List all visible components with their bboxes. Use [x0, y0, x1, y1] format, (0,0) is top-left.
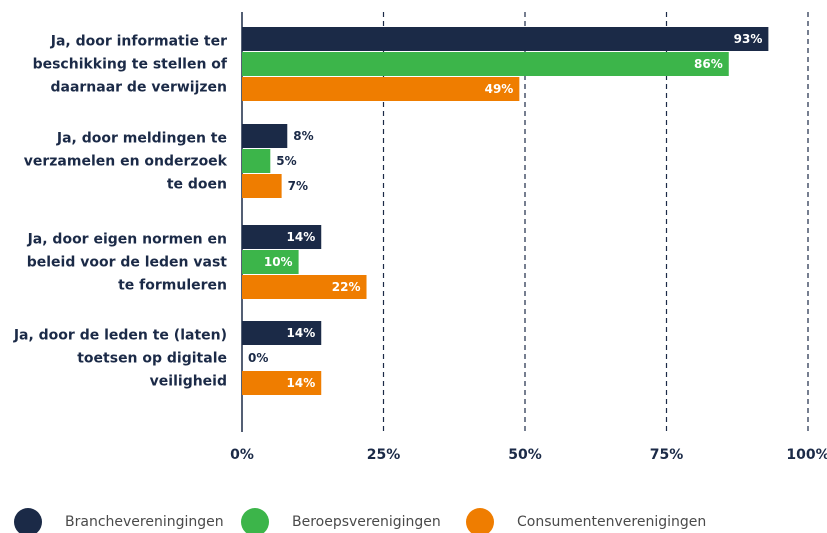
value-label: 5% — [276, 154, 296, 168]
value-label: 14% — [287, 326, 316, 340]
bar — [242, 27, 769, 51]
legend-label: Branchevereningingen — [65, 514, 224, 530]
category-label: Ja, door de leden te (laten) toetsen op … — [13, 327, 227, 389]
legend-label: Consumentenverenigingen — [517, 514, 706, 530]
category-label: Ja, door eigen normen en beleid voor de … — [26, 231, 227, 293]
bar — [242, 371, 322, 395]
category-label: Ja, door meldingen te verzamelen en onde… — [23, 130, 227, 192]
value-label: 0% — [248, 351, 268, 365]
value-label: 10% — [264, 255, 293, 269]
x-tick-label: 50% — [508, 447, 542, 463]
legend-swatch — [14, 508, 42, 533]
x-tick-label: 0% — [230, 447, 254, 463]
value-label: 8% — [293, 129, 313, 143]
value-label: 7% — [288, 179, 308, 193]
bar — [242, 124, 288, 148]
value-label: 93% — [734, 32, 763, 46]
bar — [242, 225, 322, 249]
legend-label: Beroepsverenigingen — [292, 514, 441, 530]
x-tick-label: 25% — [367, 447, 401, 463]
value-label: 14% — [287, 230, 316, 244]
value-label: 86% — [694, 57, 723, 71]
legend-swatch — [241, 508, 269, 533]
bar — [242, 250, 299, 274]
category-label: Ja, door informatie ter beschikking te s… — [32, 33, 227, 95]
bar — [242, 52, 729, 76]
bar — [242, 321, 322, 345]
bar — [242, 174, 282, 198]
value-label: 49% — [485, 82, 514, 96]
x-tick-label: 100% — [786, 447, 827, 463]
bar — [242, 149, 271, 173]
bar — [242, 77, 520, 101]
value-label: 22% — [332, 280, 361, 294]
bar — [242, 275, 367, 299]
legend-swatch — [466, 508, 494, 533]
x-tick-label: 75% — [650, 447, 684, 463]
value-label: 14% — [287, 376, 316, 390]
